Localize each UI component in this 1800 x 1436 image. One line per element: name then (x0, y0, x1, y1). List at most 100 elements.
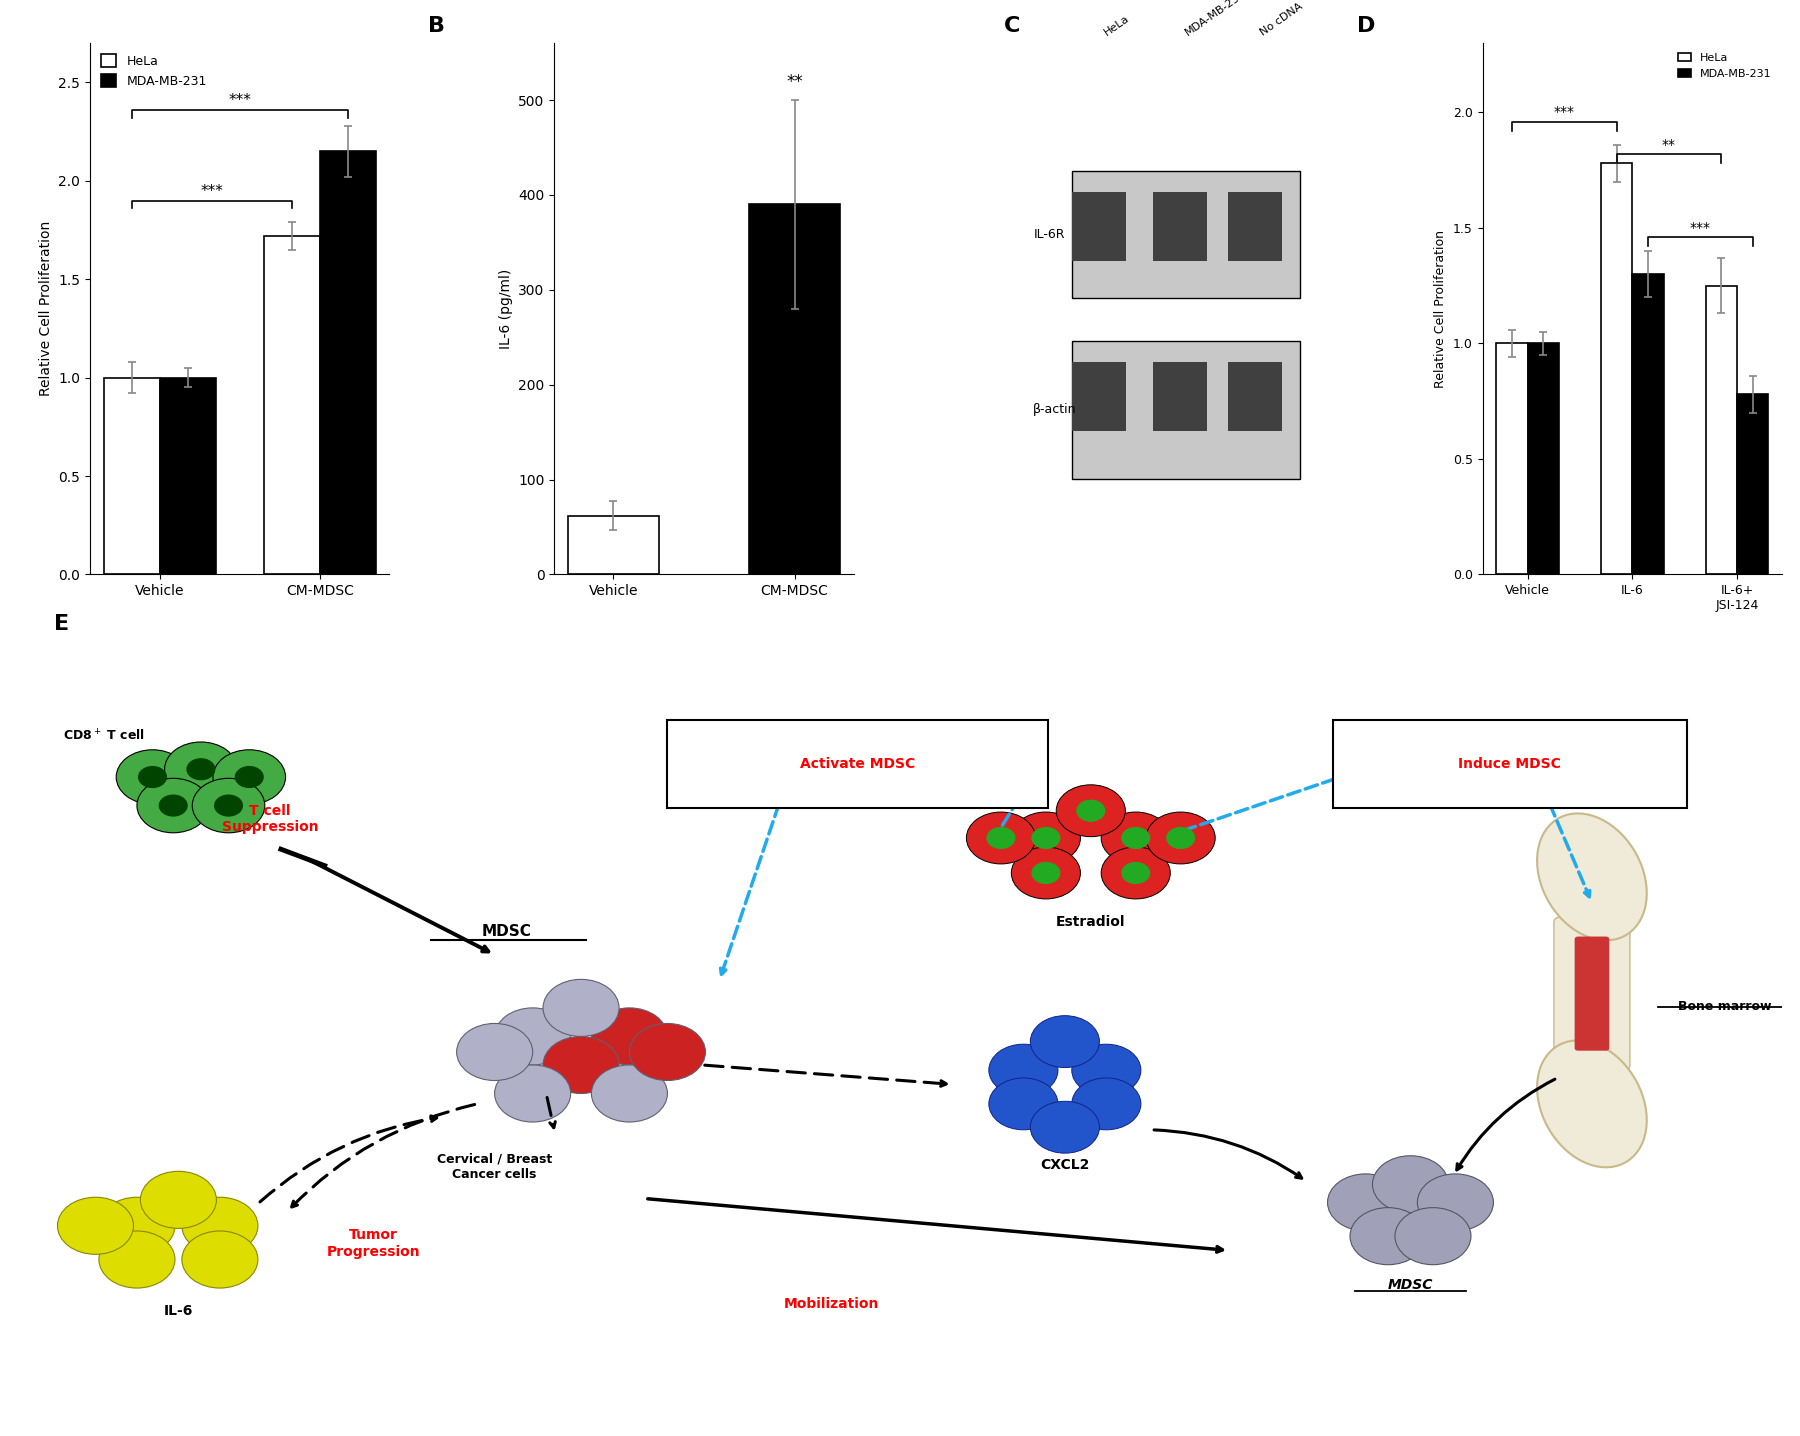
Circle shape (1012, 811, 1080, 864)
Circle shape (164, 742, 238, 797)
Text: D: D (1357, 16, 1375, 36)
Circle shape (544, 979, 619, 1037)
Circle shape (1076, 800, 1105, 821)
Text: **: ** (1661, 138, 1676, 152)
Circle shape (137, 778, 209, 833)
Text: Induce MDSC: Induce MDSC (1458, 757, 1561, 771)
Text: CXCL2: CXCL2 (1040, 1157, 1089, 1172)
Bar (1633, 274, 1663, 574)
FancyBboxPatch shape (1332, 719, 1687, 808)
Circle shape (544, 1037, 619, 1093)
FancyBboxPatch shape (1073, 192, 1127, 261)
FancyBboxPatch shape (1553, 918, 1631, 1070)
Text: B: B (428, 16, 445, 36)
Circle shape (1012, 847, 1080, 899)
Text: CD8$^+$ T cell: CD8$^+$ T cell (63, 728, 144, 744)
Bar (749, 204, 841, 574)
Text: IL-6: IL-6 (164, 1304, 193, 1318)
Circle shape (592, 1008, 668, 1066)
Bar (1737, 395, 1768, 574)
Circle shape (1102, 847, 1170, 899)
Text: Tumor
Progression: Tumor Progression (328, 1228, 421, 1258)
Text: C: C (1003, 16, 1021, 36)
Bar (1600, 164, 1633, 574)
Circle shape (99, 1198, 175, 1254)
Circle shape (986, 827, 1015, 849)
Text: T cell
Suppression: T cell Suppression (221, 804, 319, 834)
Circle shape (1372, 1156, 1449, 1213)
Circle shape (1121, 863, 1150, 883)
Ellipse shape (1537, 813, 1647, 941)
Text: Bone marrow: Bone marrow (1678, 999, 1771, 1012)
Circle shape (1166, 827, 1195, 849)
Circle shape (1057, 785, 1125, 837)
Circle shape (1030, 1101, 1100, 1153)
Circle shape (988, 1044, 1058, 1096)
Circle shape (1350, 1208, 1426, 1265)
Text: MDSC: MDSC (482, 925, 531, 939)
Y-axis label: IL-6 (pg/ml): IL-6 (pg/ml) (499, 269, 513, 349)
Circle shape (140, 1172, 216, 1228)
Circle shape (182, 1198, 257, 1254)
Bar (160, 378, 216, 574)
Circle shape (117, 750, 189, 804)
FancyBboxPatch shape (1228, 362, 1282, 431)
Circle shape (457, 1024, 533, 1080)
Legend: HeLa, MDA-MB-231: HeLa, MDA-MB-231 (1674, 49, 1777, 83)
FancyBboxPatch shape (1073, 362, 1127, 431)
Text: ***: *** (1553, 105, 1575, 119)
Text: Activate MDSC: Activate MDSC (799, 757, 914, 771)
Legend: HeLa, MDA-MB-231: HeLa, MDA-MB-231 (95, 49, 212, 93)
Circle shape (967, 811, 1035, 864)
Circle shape (1102, 811, 1170, 864)
Circle shape (1031, 863, 1060, 883)
Circle shape (630, 1024, 706, 1080)
Circle shape (1328, 1173, 1404, 1231)
Circle shape (988, 1078, 1058, 1130)
FancyBboxPatch shape (668, 719, 1048, 808)
Bar (320, 151, 376, 574)
Text: MDA-MB-231: MDA-MB-231 (1183, 0, 1247, 37)
Circle shape (1417, 1173, 1494, 1231)
Text: **: ** (787, 73, 803, 90)
Text: ***: *** (1690, 221, 1710, 236)
Circle shape (1031, 827, 1060, 849)
Circle shape (236, 767, 263, 787)
FancyBboxPatch shape (1575, 936, 1609, 1051)
Circle shape (1071, 1078, 1141, 1130)
Circle shape (99, 1231, 175, 1288)
Circle shape (187, 758, 214, 780)
Text: Mobilization: Mobilization (785, 1297, 878, 1311)
Text: Estradiol: Estradiol (1057, 915, 1125, 929)
Bar (1496, 343, 1528, 574)
Circle shape (1121, 827, 1150, 849)
FancyBboxPatch shape (1154, 192, 1208, 261)
Circle shape (495, 1008, 571, 1066)
Circle shape (160, 796, 187, 816)
Text: IL-6R: IL-6R (1033, 228, 1066, 241)
Circle shape (495, 1066, 571, 1122)
Bar (567, 516, 659, 574)
Text: ***: *** (200, 184, 223, 198)
Text: ***: *** (229, 93, 252, 108)
Circle shape (212, 750, 286, 804)
FancyBboxPatch shape (1073, 340, 1300, 478)
FancyBboxPatch shape (1154, 362, 1208, 431)
Bar (265, 236, 320, 574)
Text: β-actin: β-actin (1033, 404, 1076, 416)
Circle shape (193, 778, 265, 833)
Circle shape (1030, 1015, 1100, 1067)
Circle shape (182, 1231, 257, 1288)
Circle shape (1071, 1044, 1141, 1096)
Circle shape (139, 767, 166, 787)
Circle shape (1395, 1208, 1471, 1265)
Circle shape (58, 1198, 133, 1254)
Circle shape (214, 796, 243, 816)
Bar (1706, 286, 1737, 574)
Bar (104, 378, 160, 574)
FancyBboxPatch shape (1073, 171, 1300, 299)
Text: E: E (54, 615, 68, 635)
FancyBboxPatch shape (1228, 192, 1282, 261)
Circle shape (592, 1066, 668, 1122)
Y-axis label: Relative Cell Proliferation: Relative Cell Proliferation (1435, 230, 1447, 388)
